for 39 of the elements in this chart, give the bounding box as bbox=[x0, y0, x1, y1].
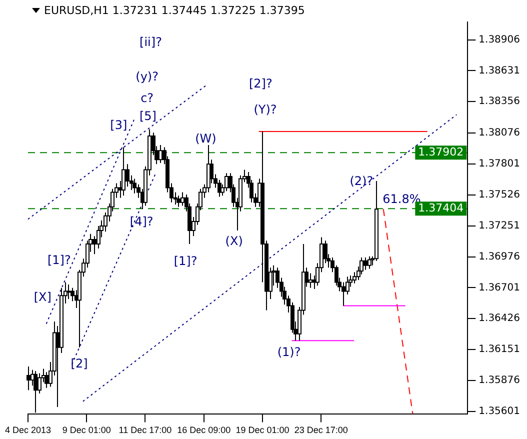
y-tick-label: 1.35601 bbox=[478, 406, 520, 417]
annotation: (y)? bbox=[136, 70, 158, 84]
annotation: [3] bbox=[110, 118, 128, 132]
y-tick-label: 1.38631 bbox=[478, 65, 520, 76]
x-tick-label: 11 Dec 17:00 bbox=[118, 425, 172, 436]
x-tick-label: 19 Dec 01:00 bbox=[236, 425, 290, 436]
annotation: 61.8% bbox=[382, 192, 421, 206]
y-tick-label: 1.36151 bbox=[478, 344, 520, 356]
annotation: (Y)? bbox=[254, 102, 277, 116]
ref-line-label: 1.37404 bbox=[418, 202, 464, 215]
y-tick-label: 1.36976 bbox=[478, 251, 520, 262]
annotation: [4]? bbox=[130, 214, 154, 229]
y-tick-label: 1.37526 bbox=[478, 190, 520, 201]
ref-line-label: 1.37902 bbox=[418, 146, 464, 159]
y-tick-label: 1.35876 bbox=[478, 375, 520, 386]
annotation: (W) bbox=[195, 132, 216, 146]
annotation: [2] bbox=[70, 356, 88, 370]
annotation: [X] bbox=[34, 290, 52, 304]
y-tick-label: 1.38076 bbox=[478, 128, 520, 139]
annotation: [1]? bbox=[47, 252, 71, 267]
x-tick-label: 16 Dec 09:00 bbox=[177, 425, 231, 436]
annotation: (1)? bbox=[277, 345, 301, 360]
chart-title: EURUSD,H1 1.37231 1.37445 1.37225 1.37395 bbox=[44, 4, 305, 17]
annotation: [2]? bbox=[248, 76, 272, 90]
y-tick-label: 1.38906 bbox=[478, 34, 520, 46]
x-tick-label: 9 Dec 01:00 bbox=[62, 425, 111, 436]
annotation: (2)? bbox=[350, 174, 374, 188]
annotation: (X) bbox=[225, 234, 243, 248]
y-tick-label: 1.37251 bbox=[478, 220, 520, 232]
y-tick-label: 1.36426 bbox=[478, 313, 520, 324]
annotation: [1]? bbox=[174, 254, 198, 268]
y-tick-label: 1.37801 bbox=[478, 158, 520, 170]
annotation: [5] bbox=[139, 109, 156, 124]
y-tick-label: 1.36701 bbox=[478, 282, 520, 294]
x-tick-label: 4 Dec 2013 bbox=[4, 425, 52, 436]
annotation: [ii]? bbox=[140, 34, 162, 49]
x-tick-label: 23 Dec 17:00 bbox=[294, 425, 348, 436]
annotation: c? bbox=[140, 91, 154, 106]
y-tick-label: 1.38356 bbox=[478, 96, 520, 108]
